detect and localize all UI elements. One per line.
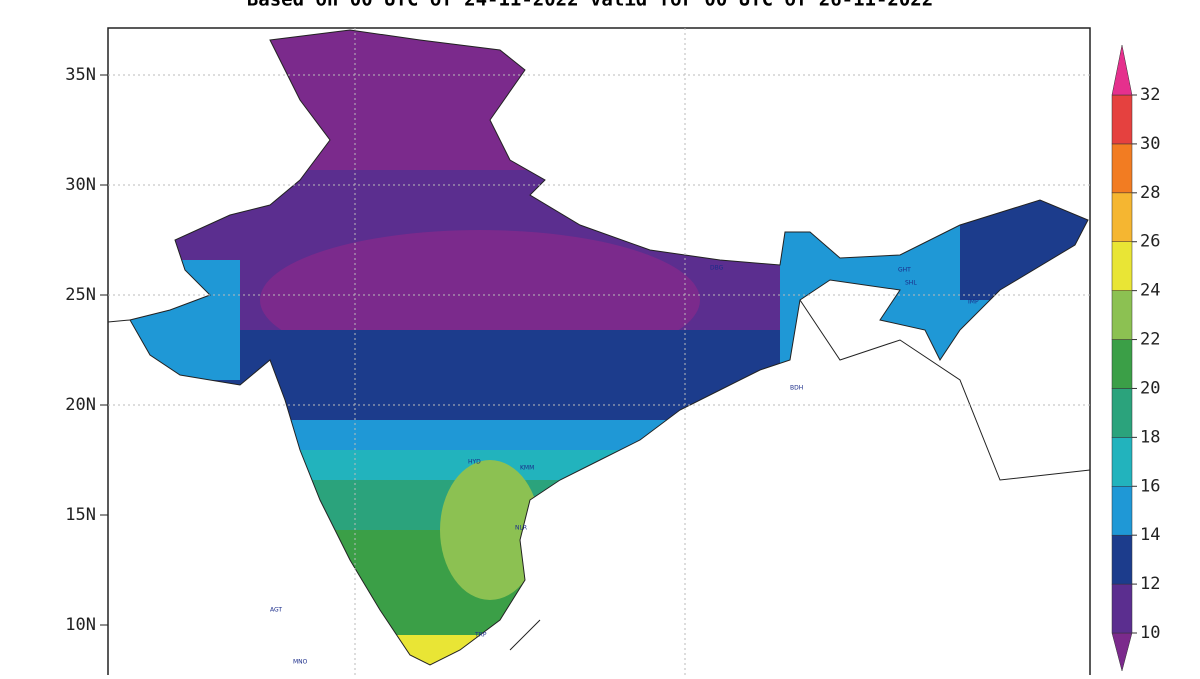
lat-axis: 35N 30N 25N 20N 15N 10N — [65, 65, 108, 635]
lat-label: 25N — [65, 285, 96, 305]
colorbar-label: 10 — [1140, 623, 1160, 643]
place-label: DBG — [710, 265, 724, 272]
colorbar-under — [1111, 632, 1133, 672]
place-label: AGT — [270, 607, 282, 614]
place-labels: BDH DBG GHT HYD KMM NLR TRP MNO AGT SHL IMP — [270, 265, 979, 666]
place-label: TRP — [474, 632, 487, 639]
colorbar-label: 20 — [1140, 378, 1160, 398]
place-label: GHT — [898, 267, 911, 274]
colorbar-label: 18 — [1140, 427, 1160, 447]
colorbar-label: 14 — [1140, 525, 1160, 545]
colorbar-segment — [1111, 143, 1133, 194]
colorbar-segment — [1111, 534, 1133, 585]
lat-label: 10N — [65, 615, 96, 635]
colorbar-segment — [1111, 94, 1133, 145]
place-label: NLR — [515, 525, 527, 532]
colorbar-label: 28 — [1140, 183, 1160, 203]
colorbar-segment — [1111, 583, 1133, 634]
place-label: BDH — [790, 385, 803, 392]
place-label: SHL — [905, 280, 917, 287]
colorbar-segment — [1111, 192, 1133, 242]
place-label: KMM — [520, 465, 534, 472]
lat-label: 20N — [65, 395, 96, 415]
colorbar-segment — [1111, 437, 1133, 487]
colorbar-label: 30 — [1140, 134, 1160, 154]
zone — [440, 460, 540, 600]
colorbar-label: 16 — [1140, 476, 1160, 496]
lat-label: 35N — [65, 65, 96, 85]
lat-label: 15N — [65, 505, 96, 525]
neighbour-border — [107, 319, 131, 323]
graticule — [108, 28, 1090, 675]
colorbar-label: 26 — [1140, 232, 1160, 252]
place-label: MNO — [293, 659, 308, 666]
neighbour-border — [509, 299, 1091, 651]
colorbar-segment — [1111, 486, 1133, 536]
colorbar-segment — [1111, 388, 1133, 438]
colorbar-label: 24 — [1140, 281, 1160, 301]
colorbar-label: 22 — [1140, 330, 1160, 350]
colorbar-label: 12 — [1140, 574, 1160, 594]
colorbar-segment — [1111, 241, 1133, 291]
colorbar: 10 12 14 16 18 20 22 24 26 28 30 32 — [1111, 44, 1160, 672]
colorbar-label: 32 — [1140, 85, 1160, 105]
place-label: IMP — [968, 299, 979, 306]
colorbar-segment — [1111, 339, 1133, 389]
colorbar-over — [1111, 44, 1133, 96]
place-label: HYD — [468, 459, 481, 466]
colorbar-segment — [1111, 290, 1133, 340]
lat-label: 30N — [65, 175, 96, 195]
